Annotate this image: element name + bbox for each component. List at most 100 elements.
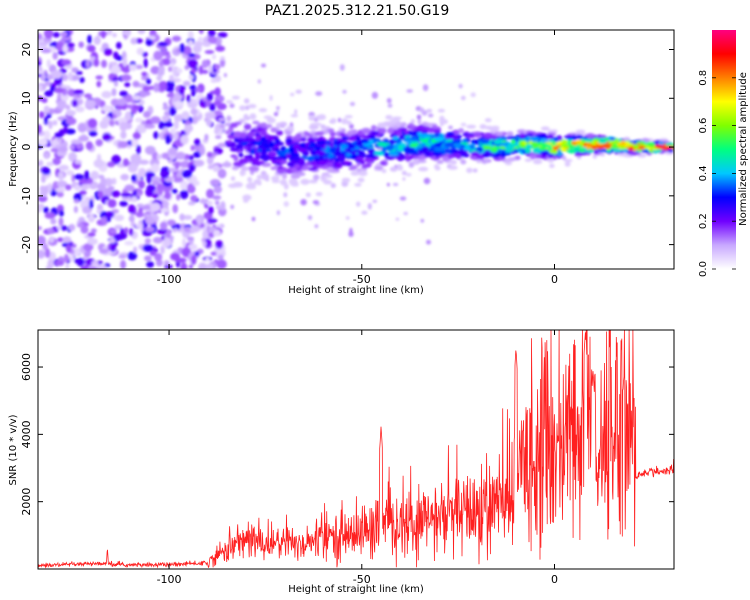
heatmap-cell <box>293 164 301 169</box>
heatmap-cell <box>97 182 107 192</box>
heatmap-cell <box>214 64 221 70</box>
heatmap-cell <box>599 149 606 153</box>
y-tick-label: 6000 <box>20 353 33 381</box>
heatmap-cell <box>575 134 584 140</box>
heatmap-cell <box>288 146 296 154</box>
heatmap-cell <box>88 130 98 137</box>
heatmap-cell <box>270 176 280 181</box>
heatmap-cell <box>208 206 214 215</box>
heatmap-cell <box>308 125 319 130</box>
heatmap-cell <box>598 139 608 144</box>
heatmap-cell <box>191 116 199 125</box>
heatmap-cell <box>73 205 79 214</box>
heatmap-cell <box>67 71 73 81</box>
heatmap-cell <box>43 30 54 38</box>
heatmap-cell <box>479 124 487 130</box>
heatmap-cell <box>117 98 127 106</box>
heatmap-cell <box>120 260 127 269</box>
colorbar-label: Normalized spectral amplitude <box>738 72 749 226</box>
heatmap-cell <box>68 152 77 162</box>
heatmap-cell <box>44 90 54 97</box>
x-tick-label: -100 <box>157 573 182 586</box>
heatmap-cell <box>392 182 399 187</box>
heatmap-cell <box>179 189 189 200</box>
heatmap-cell <box>187 30 194 39</box>
heatmap-cell <box>638 145 646 150</box>
colorbar-axis: 0.0 0.2 0.4 0.6 0.8 <box>698 70 736 277</box>
heatmap-cell <box>473 132 482 138</box>
heatmap-cell <box>333 140 344 146</box>
heatmap-cell <box>597 134 602 140</box>
heatmap-cell <box>138 159 150 165</box>
heatmap-cell <box>218 170 226 176</box>
heatmap-cell <box>230 141 236 148</box>
heatmap-cell <box>197 216 202 226</box>
heatmap-cell <box>305 192 311 198</box>
heatmap-cell <box>410 140 419 144</box>
heatmap-cell <box>206 92 214 102</box>
heatmap-cell <box>335 162 342 169</box>
heatmap-cell <box>462 132 469 137</box>
heatmap-cell <box>65 117 77 125</box>
heatmap-cell <box>224 130 231 135</box>
heatmap-cell <box>386 98 392 104</box>
heatmap-cell <box>350 170 360 176</box>
heatmap-cell <box>238 158 247 164</box>
heatmap-cell <box>384 156 395 160</box>
heatmap-cell <box>108 186 115 191</box>
heatmap-cell <box>460 153 470 158</box>
heatmap-cell <box>90 170 99 180</box>
heatmap-cell <box>220 56 225 61</box>
heatmap-cell <box>38 235 46 246</box>
heatmap-cell <box>389 167 398 172</box>
heatmap-cell <box>654 144 664 149</box>
heatmap-cell <box>208 226 216 232</box>
heatmap-cell <box>466 167 473 173</box>
heatmap-cell <box>395 217 400 221</box>
heatmap-cell <box>144 171 156 178</box>
heatmap-cell <box>191 68 197 74</box>
heatmap-cell <box>173 119 179 130</box>
snr-y-axis: 2000 4000 6000 <box>20 353 674 516</box>
heatmap-cell <box>557 152 562 157</box>
heatmap-cell <box>407 149 418 155</box>
heatmap-cell <box>361 210 368 215</box>
heatmap-cell <box>506 131 514 137</box>
heatmap-cell <box>124 241 134 246</box>
heatmap-cell <box>117 141 129 149</box>
heatmap-cell <box>131 174 138 182</box>
heatmap-cell <box>461 139 468 143</box>
heatmap-cell <box>69 253 75 262</box>
heatmap-cell <box>647 143 656 148</box>
heatmap-cell <box>67 88 76 97</box>
heatmap-cell <box>173 100 185 107</box>
heatmap-cell <box>292 156 302 162</box>
heatmap-cell <box>150 116 161 124</box>
heatmap-cell <box>450 159 457 165</box>
heatmap-cell <box>369 135 376 140</box>
heatmap-cell <box>70 139 82 145</box>
heatmap-cell <box>620 146 627 151</box>
heatmap-cell <box>209 103 216 112</box>
heatmap-cell <box>346 120 352 126</box>
heatmap-cell <box>524 158 532 162</box>
heatmap-cell <box>593 149 599 155</box>
heatmap-cell <box>47 183 53 193</box>
heatmap-cell <box>295 89 302 94</box>
heatmap-cell <box>263 157 269 162</box>
heatmap-cell <box>417 124 427 130</box>
heatmap-cell <box>164 191 171 200</box>
heatmap-cell <box>41 168 51 175</box>
heatmap-cell <box>434 137 444 142</box>
heatmap-cell <box>249 166 260 172</box>
y-tick-label: 10 <box>20 91 33 105</box>
heatmap-cell <box>411 136 418 142</box>
heatmap-cell <box>444 143 455 148</box>
heatmap-cell <box>191 99 198 104</box>
heatmap-cell <box>317 160 327 167</box>
heatmap-cell <box>496 131 504 137</box>
heatmap-cell <box>132 105 141 110</box>
heatmap-cell <box>182 238 186 248</box>
heatmap-cell <box>78 41 84 48</box>
heatmap-cell <box>213 229 221 237</box>
